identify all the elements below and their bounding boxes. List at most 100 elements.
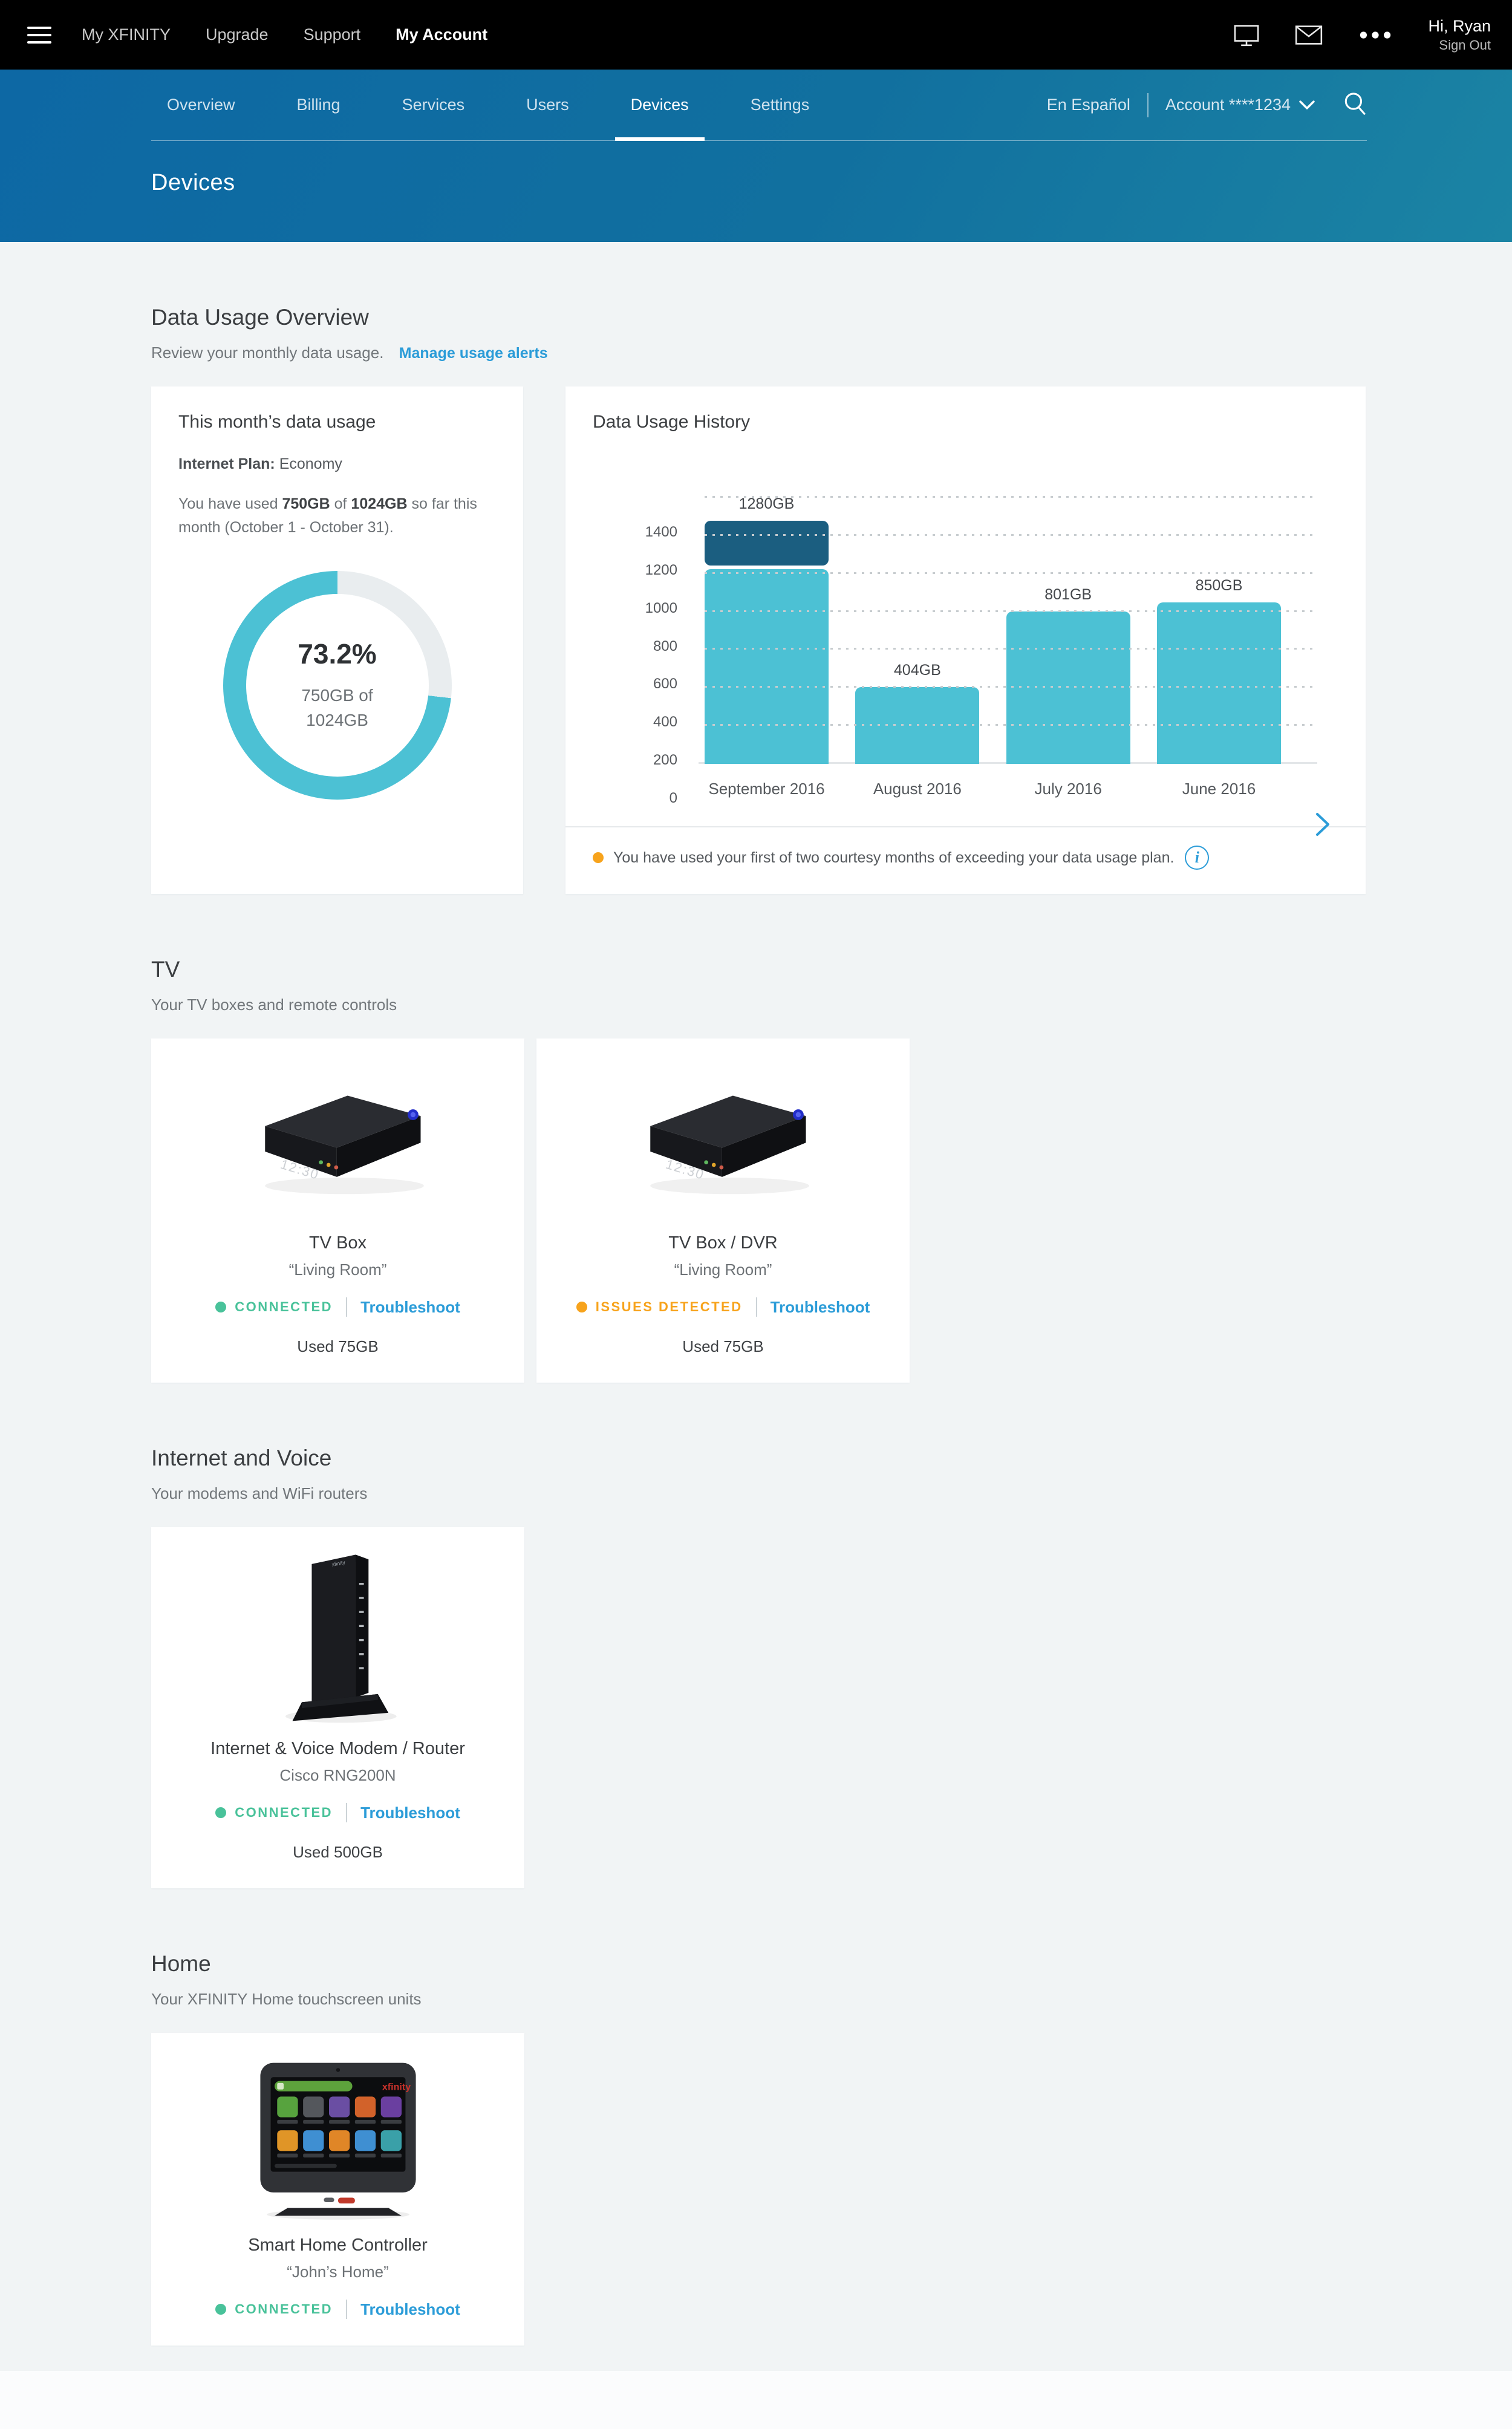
status-dot-connected-icon (215, 1302, 227, 1312)
svg-text:xfinity: xfinity (331, 1559, 345, 1568)
home-app-icon (302, 2096, 324, 2118)
usage-history-card: Data Usage History 0 200 400 600 800 1000 1200… (565, 386, 1366, 894)
courtesy-dot-icon (593, 852, 604, 863)
language-link[interactable]: En Español (1046, 96, 1130, 114)
topnav-my-xfinity[interactable]: My XFINITY (82, 25, 171, 44)
chevron-down-icon (1299, 100, 1315, 109)
plan-value: Economy (275, 455, 342, 472)
home-app-icon-label (302, 2153, 324, 2157)
home-app-icon-label (276, 2153, 298, 2157)
gridline (705, 610, 1317, 612)
usage-pre: You have used (178, 495, 282, 512)
top-navigation-bar: My XFINITY Upgrade Support My Account Hi… (0, 0, 1512, 70)
y-axis-tick: 600 (653, 676, 677, 693)
bar: 850GB (1156, 577, 1281, 764)
status-dot-connected-icon (215, 1807, 227, 1818)
bar-segment (705, 569, 829, 764)
y-axis-tick: 1400 (645, 524, 677, 540)
subnav-utilities: En Español Account ****1234 (1047, 70, 1367, 140)
home-app-icon-label (328, 2119, 350, 2124)
bar-value-label: 1280GB (738, 495, 795, 512)
device-card-tv-box: 12:30 TV Box “Living Room” CONNECTED Tro… (151, 1038, 524, 1383)
page-title: Devices (151, 170, 235, 195)
tab-users[interactable]: Users (526, 96, 569, 114)
ellipsis-icon[interactable] (1358, 31, 1393, 39)
account-subnav-row: Overview Billing Services Users Devices … (151, 70, 1367, 141)
status-dot-issues-icon (576, 1302, 587, 1312)
divider (346, 1297, 348, 1317)
month-usage-card: This month’s data usage Internet Plan: E… (151, 386, 523, 894)
troubleshoot-link[interactable]: Troubleshoot (360, 1803, 460, 1822)
usage-total: 1024GB (351, 495, 408, 512)
donut-sublabel-line2: 1024GB (306, 710, 368, 729)
device-usage: Used 75GB (682, 1337, 764, 1355)
donut-sublabel: 750GB of 1024GB (301, 683, 373, 732)
troubleshoot-link[interactable]: Troubleshoot (360, 2300, 460, 2318)
y-axis-tick: 800 (653, 637, 677, 654)
page-footer-strip (0, 2371, 1512, 2429)
device-card-home-controller: xfinity Smart Home Controller “John’s Ho… (151, 2033, 524, 2346)
account-subnav: Overview Billing Services Users Devices … (151, 70, 825, 141)
device-status-row: ISSUES DETECTED Troubleshoot (561, 1297, 885, 1317)
tab-devices[interactable]: Devices (614, 70, 705, 141)
tab-settings[interactable]: Settings (750, 96, 810, 114)
status-label: ISSUES DETECTED (595, 1299, 743, 1314)
chevron-right-icon[interactable] (1315, 812, 1331, 840)
account-header: Overview Billing Services Users Devices … (0, 70, 1512, 242)
device-model: Cisco RNG200N (279, 1766, 396, 1784)
device-name: TV Box / DVR (668, 1233, 778, 1253)
troubleshoot-link[interactable]: Troubleshoot (360, 1297, 460, 1316)
gridline (705, 648, 1317, 650)
topnav-support[interactable]: Support (303, 25, 361, 44)
home-app-icon (328, 2096, 350, 2118)
section-subtitle-home: Your XFINITY Home touchscreen units (151, 1990, 422, 2008)
monitor-icon[interactable] (1233, 23, 1260, 47)
device-status-row: CONNECTED Troubleshoot (175, 1803, 500, 1822)
bar-value-label: 404GB (893, 662, 941, 679)
home-app-icon (276, 2130, 298, 2151)
search-icon[interactable] (1343, 91, 1367, 119)
topnav-my-account[interactable]: My Account (396, 25, 488, 44)
device-name: Internet & Voice Modem / Router (210, 1739, 465, 1758)
gridline (705, 533, 1317, 536)
info-icon[interactable]: i (1185, 846, 1210, 870)
touchscreen-image: xfinity (175, 2052, 500, 2225)
card-divider (565, 826, 1366, 827)
device-status-row: CONNECTED Troubleshoot (175, 1297, 500, 1317)
tab-billing[interactable]: Billing (296, 96, 341, 114)
manage-usage-alerts-link[interactable]: Manage usage alerts (399, 345, 548, 362)
tab-overview[interactable]: Overview (167, 96, 235, 114)
home-app-icon-label (276, 2119, 298, 2124)
troubleshoot-link[interactable]: Troubleshoot (770, 1297, 870, 1316)
hamburger-menu-icon[interactable] (27, 26, 51, 44)
x-axis-label: September 2016 (708, 780, 825, 798)
account-selector[interactable]: Account ****1234 (1165, 96, 1315, 114)
bar: 801GB (1006, 586, 1130, 764)
home-app-icon (302, 2130, 324, 2151)
status-dot-connected-icon (215, 2304, 227, 2315)
mail-icon[interactable] (1295, 25, 1323, 45)
tab-services[interactable]: Services (402, 96, 465, 114)
usage-post: so far this month (October 1 - October 3… (178, 495, 477, 536)
plan-label: Internet Plan: (178, 455, 275, 472)
section-subtitle-tv: Your TV boxes and remote controls (151, 996, 397, 1014)
section-title-home: Home (151, 1951, 211, 1976)
bar-value-label: 801GB (1044, 586, 1092, 604)
tv-box-image: 12:30 (175, 1058, 500, 1222)
sign-out-link[interactable]: Sign Out (1439, 37, 1491, 53)
status-label: CONNECTED (235, 1805, 333, 1820)
primary-nav: My XFINITY Upgrade Support My Account (82, 25, 487, 44)
home-app-icon-label (380, 2153, 402, 2157)
topnav-upgrade[interactable]: Upgrade (206, 25, 269, 44)
usage-of: of (330, 495, 351, 512)
donut-percentage: 73.2% (298, 637, 377, 670)
gridline (705, 686, 1317, 688)
month-card-title: This month’s data usage (178, 412, 376, 432)
tv-box-dvr-image: 12:30 (561, 1058, 885, 1222)
home-app-icon (354, 2096, 376, 2118)
home-app-icon-label (354, 2119, 376, 2124)
plot-area: 1280GB 404GB 801GB 850GB (699, 495, 1317, 764)
section-title-tv: TV (151, 957, 180, 982)
status-label: CONNECTED (235, 2301, 333, 2317)
device-location: “John’s Home” (287, 2263, 389, 2281)
